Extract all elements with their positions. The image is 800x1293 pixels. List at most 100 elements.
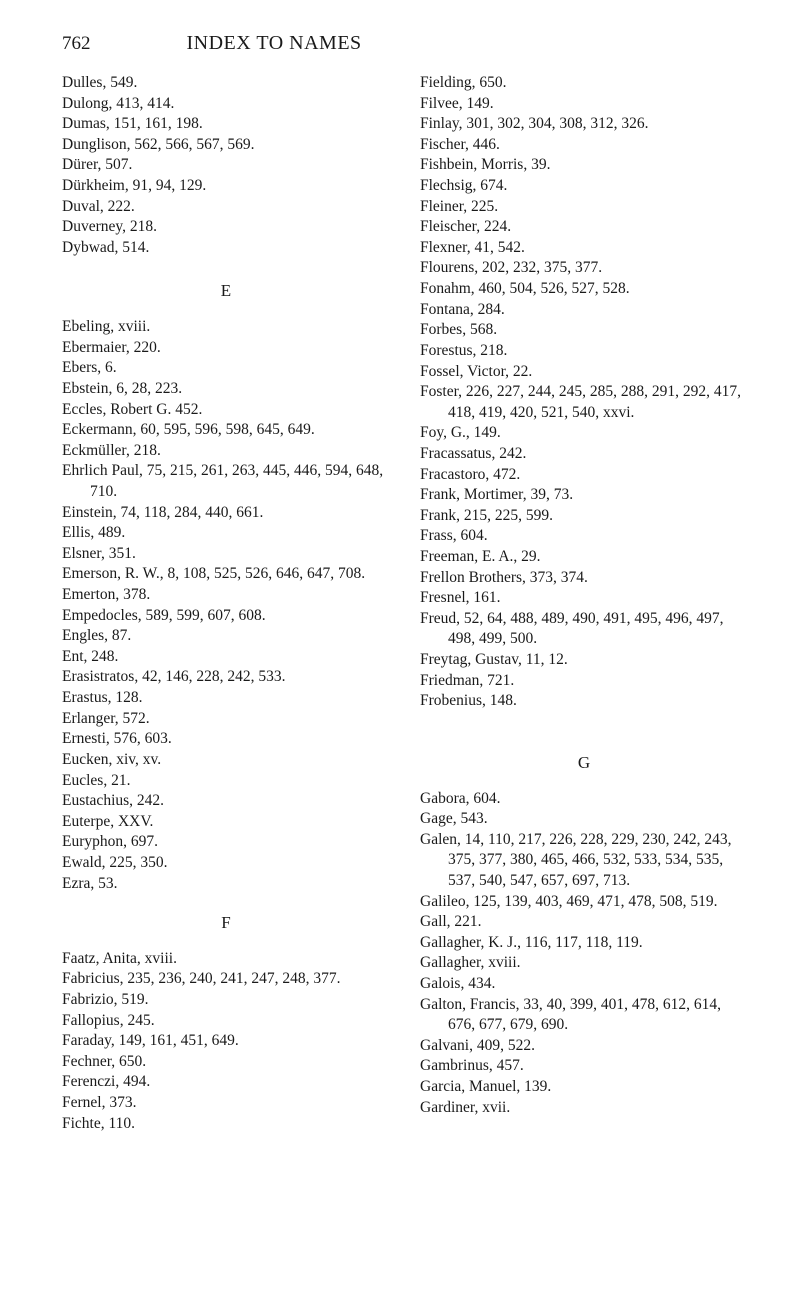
index-entry: Euterpe, XXV.: [62, 812, 390, 833]
index-entry: Ewald, 225, 350.: [62, 853, 390, 874]
index-entry: Flourens, 202, 232, 375, 377.: [420, 258, 748, 279]
index-entry: Fresnel, 161.: [420, 588, 748, 609]
index-entry: Friedman, 721.: [420, 671, 748, 692]
index-entry: Gambrinus, 457.: [420, 1056, 748, 1077]
index-entry: Duval, 222.: [62, 197, 390, 218]
index-entry: Frellon Brothers, 373, 374.: [420, 568, 748, 589]
index-entry: Fleischer, 224.: [420, 217, 748, 238]
index-entry: Flexner, 41, 542.: [420, 238, 748, 259]
index-entry: Fishbein, Morris, 39.: [420, 155, 748, 176]
index-entry: Finlay, 301, 302, 304, 308, 312, 326.: [420, 114, 748, 135]
index-entry: Dürkheim, 91, 94, 129.: [62, 176, 390, 197]
left-column: Dulles, 549. Dulong, 413, 414. Dumas, 15…: [62, 73, 390, 1134]
index-entry: Euryphon, 697.: [62, 832, 390, 853]
index-entry: Dulles, 549.: [62, 73, 390, 94]
index-entry: Freytag, Gustav, 11, 12.: [420, 650, 748, 671]
index-entry: Engles, 87.: [62, 626, 390, 647]
index-entry: Galois, 434.: [420, 974, 748, 995]
index-entry: Faraday, 149, 161, 451, 649.: [62, 1031, 390, 1052]
index-entry: Freud, 52, 64, 488, 489, 490, 491, 495, …: [420, 609, 748, 650]
right-block-f: Fielding, 650. Filvee, 149. Finlay, 301,…: [420, 73, 748, 712]
index-entry: Dybwad, 514.: [62, 238, 390, 259]
index-entry: Eustachius, 242.: [62, 791, 390, 812]
index-entry: Ezra, 53.: [62, 874, 390, 895]
index-entry: Galvani, 409, 522.: [420, 1036, 748, 1057]
index-entry: Faatz, Anita, xviii.: [62, 949, 390, 970]
left-block-d: Dulles, 549. Dulong, 413, 414. Dumas, 15…: [62, 73, 390, 258]
index-entry: Ebeling, xviii.: [62, 317, 390, 338]
index-entry: Ellis, 489.: [62, 523, 390, 544]
index-entry: Galen, 14, 110, 217, 226, 228, 229, 230,…: [420, 830, 748, 892]
index-entry: Dunglison, 562, 566, 567, 569.: [62, 135, 390, 156]
index-entry: Forestus, 218.: [420, 341, 748, 362]
index-entry: Fracastoro, 472.: [420, 465, 748, 486]
index-entry: Fichte, 110.: [62, 1114, 390, 1135]
index-entry: Fallopius, 245.: [62, 1011, 390, 1032]
left-block-e: Ebeling, xviii. Ebermaier, 220. Ebers, 6…: [62, 317, 390, 894]
index-entry: Eckermann, 60, 595, 596, 598, 645, 649.: [62, 420, 390, 441]
index-entry: Galileo, 125, 139, 403, 469, 471, 478, 5…: [420, 892, 748, 913]
index-entry: Eckmüller, 218.: [62, 441, 390, 462]
index-entry: Fossel, Victor, 22.: [420, 362, 748, 383]
index-entry: Fracassatus, 242.: [420, 444, 748, 465]
index-entry: Ebers, 6.: [62, 358, 390, 379]
index-entry: Ent, 248.: [62, 647, 390, 668]
index-entry: Eucken, xiv, xv.: [62, 750, 390, 771]
right-column: Fielding, 650. Filvee, 149. Finlay, 301,…: [420, 73, 748, 1134]
index-entry: Fabricius, 235, 236, 240, 241, 247, 248,…: [62, 969, 390, 990]
index-entry: Ebstein, 6, 28, 223.: [62, 379, 390, 400]
index-entry: Erlanger, 572.: [62, 709, 390, 730]
index-entry: Fleiner, 225.: [420, 197, 748, 218]
index-entry: Gallagher, K. J., 116, 117, 118, 119.: [420, 933, 748, 954]
section-heading-e: E: [62, 280, 390, 303]
section-heading-g: G: [420, 752, 748, 775]
index-entry: Ehrlich Paul, 75, 215, 261, 263, 445, 44…: [62, 461, 390, 502]
index-entry: Fontana, 284.: [420, 300, 748, 321]
index-entry: Frank, Mortimer, 39, 73.: [420, 485, 748, 506]
right-block-g: Gabora, 604. Gage, 543. Galen, 14, 110, …: [420, 789, 748, 1119]
index-entry: Dumas, 151, 161, 198.: [62, 114, 390, 135]
index-entry: Erasistratos, 42, 146, 228, 242, 533.: [62, 667, 390, 688]
index-entry: Erastus, 128.: [62, 688, 390, 709]
index-entry: Gardiner, xvii.: [420, 1098, 748, 1119]
index-entry: Fischer, 446.: [420, 135, 748, 156]
left-block-f: Faatz, Anita, xviii. Fabricius, 235, 236…: [62, 949, 390, 1134]
index-entry: Flechsig, 674.: [420, 176, 748, 197]
index-entry: Dulong, 413, 414.: [62, 94, 390, 115]
index-entry: Galton, Francis, 33, 40, 399, 401, 478, …: [420, 995, 748, 1036]
index-entry: Frass, 604.: [420, 526, 748, 547]
index-entry: Fechner, 650.: [62, 1052, 390, 1073]
index-entry: Ferenczi, 494.: [62, 1072, 390, 1093]
index-entry: Freeman, E. A., 29.: [420, 547, 748, 568]
index-entry: Foy, G., 149.: [420, 423, 748, 444]
index-entry: Ernesti, 576, 603.: [62, 729, 390, 750]
index-entry: Eucles, 21.: [62, 771, 390, 792]
index-entry: Foster, 226, 227, 244, 245, 285, 288, 29…: [420, 382, 748, 423]
index-entry: Garcia, Manuel, 139.: [420, 1077, 748, 1098]
index-entry: Ebermaier, 220.: [62, 338, 390, 359]
index-entry: Fabrizio, 519.: [62, 990, 390, 1011]
index-entry: Frank, 215, 225, 599.: [420, 506, 748, 527]
index-entry: Forbes, 568.: [420, 320, 748, 341]
header-title: INDEX TO NAMES: [187, 32, 362, 55]
index-entry: Duverney, 218.: [62, 217, 390, 238]
index-entry: Gage, 543.: [420, 809, 748, 830]
index-entry: Fonahm, 460, 504, 526, 527, 528.: [420, 279, 748, 300]
page-header: 762 INDEX TO NAMES: [62, 32, 748, 55]
index-entry: Eccles, Robert G. 452.: [62, 400, 390, 421]
index-columns: Dulles, 549. Dulong, 413, 414. Dumas, 15…: [62, 73, 748, 1134]
index-entry: Frobenius, 148.: [420, 691, 748, 712]
index-entry: Fielding, 650.: [420, 73, 748, 94]
index-entry: Einstein, 74, 118, 284, 440, 661.: [62, 503, 390, 524]
index-entry: Elsner, 351.: [62, 544, 390, 565]
index-entry: Emerton, 378.: [62, 585, 390, 606]
index-entry: Filvee, 149.: [420, 94, 748, 115]
index-entry: Gallagher, xviii.: [420, 953, 748, 974]
index-entry: Fernel, 373.: [62, 1093, 390, 1114]
index-entry: Gabora, 604.: [420, 789, 748, 810]
index-entry: Dürer, 507.: [62, 155, 390, 176]
index-entry: Emerson, R. W., 8, 108, 525, 526, 646, 6…: [62, 564, 390, 585]
section-heading-f: F: [62, 912, 390, 935]
page-number: 762: [62, 33, 91, 55]
index-entry: Empedocles, 589, 599, 607, 608.: [62, 606, 390, 627]
